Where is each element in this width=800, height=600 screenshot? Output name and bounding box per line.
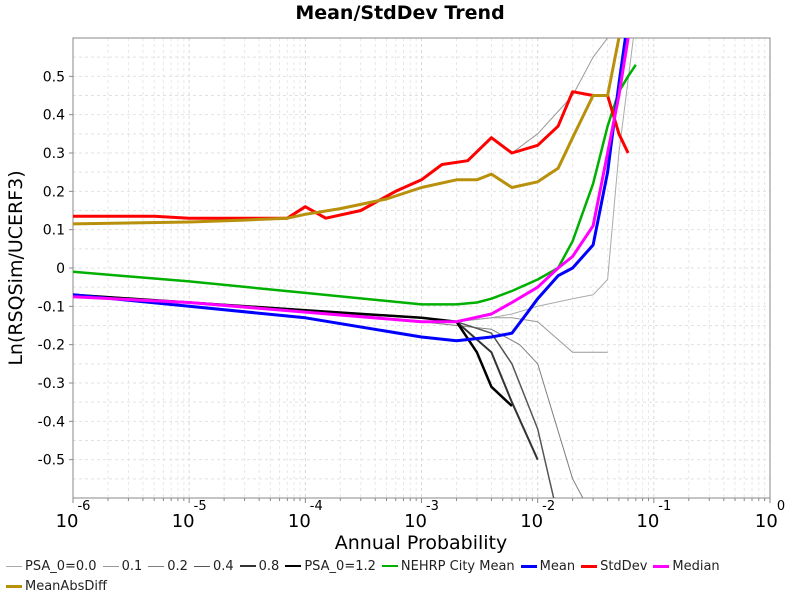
legend-item: Median (653, 556, 720, 576)
series-line-6 (73, 64, 637, 306)
legend-label: NEHRP City Mean (400, 558, 515, 574)
legend-item: StdDev (581, 556, 647, 576)
legend: PSA_0=0.0 0.1 0.2 0.4 0.8 PSA_0=1.2 NEHRP City… (0, 556, 800, 596)
legend-swatch (285, 565, 302, 567)
y-tick-label: -0.3 (38, 376, 65, 392)
legend-item: 0.1 (102, 556, 143, 576)
y-tick-label: 0.2 (43, 184, 65, 200)
legend-swatch (653, 564, 670, 568)
x-tick-label: 10-1 (636, 499, 671, 532)
y-tick-label: 0.1 (43, 223, 65, 239)
legend-label: 0.1 (121, 558, 143, 574)
legend-label: StdDev (600, 558, 648, 574)
x-tick-label: 10-5 (172, 499, 207, 532)
legend-item: MeanAbsDiff (6, 576, 107, 596)
x-tick-label: 10-3 (404, 499, 439, 532)
legend-swatch (6, 565, 22, 567)
x-tick-label: 10-4 (288, 499, 323, 532)
legend-label: PSA_0=0.0 (25, 558, 97, 574)
legend-item: PSA_0=0.0 (6, 556, 97, 576)
legend-swatch (520, 564, 537, 568)
legend-swatch (193, 565, 210, 567)
y-tick-label: -0.2 (38, 338, 65, 354)
legend-item: NEHRP City Mean (381, 556, 515, 576)
y-tick-label: 0 (56, 261, 65, 277)
y-tick-label: 0.4 (43, 108, 65, 124)
legend-item: 0.4 (193, 556, 234, 576)
y-tick-label: -0.4 (38, 414, 65, 430)
legend-label: Mean (539, 558, 576, 574)
x-tick-label: 10-2 (520, 499, 555, 532)
legend-swatch (381, 565, 398, 567)
y-tick-label: 0.5 (43, 69, 65, 85)
legend-item: PSA_0=1.2 (285, 556, 376, 576)
x-tick-label: 10-6 (56, 499, 91, 532)
y-axis-label: Ln(RSQSim/UCERF3) (5, 170, 27, 365)
x-axis-label: Annual Probability (335, 532, 508, 554)
legend-label: PSA_0=1.2 (304, 558, 376, 574)
y-tick-label: 0.3 (43, 146, 65, 162)
legend-swatch (581, 564, 598, 568)
legend-item: Mean (520, 556, 576, 576)
legend-swatch (6, 584, 22, 588)
series-line-10 (73, 38, 621, 226)
legend-item: 0.8 (239, 556, 280, 576)
x-tick-label: 100 (755, 499, 785, 532)
y-tick-label: -0.5 (38, 453, 65, 469)
y-tick-label: -0.1 (38, 299, 65, 315)
legend-swatch (102, 565, 119, 567)
chart-title: Mean/StdDev Trend (295, 2, 505, 24)
legend-item: 0.2 (148, 556, 188, 576)
legend-label: MeanAbsDiff (25, 578, 107, 594)
legend-label: 0.8 (258, 558, 280, 574)
series-line-9 (73, 38, 630, 324)
legend-swatch (148, 565, 165, 567)
series-line-8 (73, 90, 630, 220)
legend-swatch (239, 565, 256, 567)
series-layer (73, 38, 637, 498)
axis-ticks: -0.5 -0.4 -0.3 -0.2 -0.1 0 0.1 0.2 0.3 0.4 0.5 10-6… (38, 69, 785, 532)
series-line-7 (73, 38, 627, 343)
legend-label: 0.2 (167, 558, 188, 574)
grid (72, 37, 770, 499)
legend-label: 0.4 (212, 558, 234, 574)
legend-label: Median (672, 558, 720, 574)
